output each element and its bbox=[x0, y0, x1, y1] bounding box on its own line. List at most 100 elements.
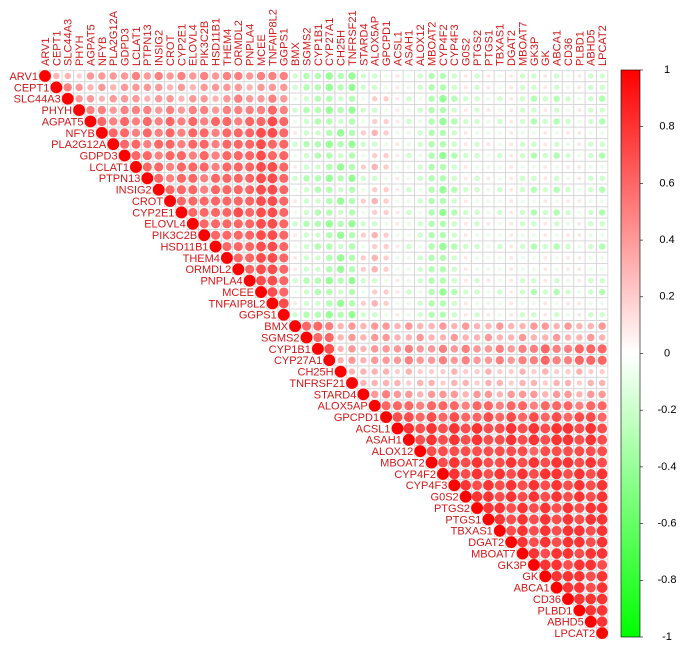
correlation-circle bbox=[532, 301, 536, 306]
correlation-circle bbox=[543, 312, 548, 317]
correlation-circle bbox=[256, 150, 266, 161]
correlation-circle bbox=[417, 278, 423, 284]
correlation-circle bbox=[372, 312, 378, 318]
correlation-circle bbox=[336, 299, 345, 308]
correlation-circle bbox=[485, 368, 492, 375]
correlation-circle bbox=[428, 129, 435, 137]
correlation-circle bbox=[132, 95, 140, 103]
correlation-circle bbox=[348, 276, 356, 285]
correlation-circle bbox=[438, 446, 448, 457]
correlation-circle bbox=[543, 256, 548, 260]
correlation-circle bbox=[463, 301, 468, 306]
correlation-circle bbox=[554, 233, 559, 238]
correlation-circle bbox=[245, 185, 255, 195]
correlation-circle bbox=[588, 267, 593, 272]
correlation-circle bbox=[494, 502, 506, 514]
correlation-circle bbox=[439, 175, 447, 182]
correlation-circle bbox=[519, 141, 526, 147]
correlation-circle bbox=[233, 207, 244, 218]
correlation-circle bbox=[497, 301, 502, 306]
correlation-circle bbox=[120, 139, 130, 149]
correlation-circle bbox=[519, 73, 526, 79]
correlation-circle bbox=[325, 276, 333, 285]
correlation-circle bbox=[577, 210, 582, 215]
correlation-circle bbox=[233, 139, 243, 149]
correlation-circle bbox=[267, 127, 278, 138]
correlation-circle bbox=[326, 95, 333, 102]
correlation-circle bbox=[293, 165, 298, 169]
correlation-circle bbox=[211, 128, 220, 138]
correlation-circle bbox=[520, 165, 525, 169]
correlation-circle bbox=[279, 196, 289, 206]
correlation-circle bbox=[566, 130, 570, 135]
correlation-circle bbox=[566, 267, 570, 272]
correlation-circle bbox=[391, 422, 404, 435]
correlation-circle bbox=[539, 514, 551, 525]
correlation-circle bbox=[463, 209, 469, 216]
correlation-circle bbox=[577, 108, 582, 112]
correlation-circle bbox=[517, 468, 528, 480]
correlation-circle bbox=[439, 106, 447, 114]
correlation-circle bbox=[383, 300, 389, 307]
correlation-circle bbox=[279, 128, 289, 138]
correlation-circle bbox=[303, 209, 310, 216]
correlation-circle bbox=[474, 118, 480, 125]
correlation-circle bbox=[177, 117, 186, 126]
correlation-circle bbox=[428, 163, 435, 171]
row-label: G0S2 bbox=[431, 492, 459, 504]
correlation-circle bbox=[497, 130, 502, 135]
correlation-circle bbox=[529, 356, 539, 365]
correlation-circle bbox=[279, 151, 289, 161]
correlation-circle bbox=[543, 108, 548, 112]
correlation-circle bbox=[517, 412, 528, 422]
correlation-circle bbox=[542, 209, 548, 216]
correlation-circle bbox=[200, 95, 208, 103]
correlation-circle bbox=[530, 379, 538, 387]
correlation-circle bbox=[597, 446, 608, 457]
correlation-circle bbox=[551, 468, 562, 480]
correlation-circle bbox=[486, 267, 491, 272]
correlation-circle bbox=[439, 254, 447, 262]
column-label: PNPLA4 bbox=[245, 24, 257, 66]
correlation-circle bbox=[574, 503, 585, 514]
correlation-circle bbox=[439, 72, 447, 80]
correlation-circle bbox=[348, 345, 356, 353]
correlation-circle bbox=[505, 434, 517, 446]
correlation-circle bbox=[528, 514, 539, 525]
correlation-circle bbox=[540, 344, 550, 354]
correlation-circle bbox=[165, 185, 175, 195]
row-label: GGPS1 bbox=[239, 310, 277, 322]
correlation-circle bbox=[518, 344, 527, 354]
correlation-circle bbox=[417, 312, 423, 318]
correlation-circle bbox=[531, 84, 537, 91]
correlation-circle bbox=[395, 142, 400, 147]
correlation-circle bbox=[439, 300, 447, 307]
correlation-circle bbox=[463, 289, 469, 295]
row-label: MCEE bbox=[222, 287, 254, 299]
correlation-circle bbox=[505, 457, 517, 468]
correlation-circle bbox=[540, 446, 551, 457]
correlation-circle bbox=[360, 107, 367, 113]
row-label: BMX bbox=[264, 321, 289, 333]
correlation-circle bbox=[293, 267, 298, 272]
correlation-circle bbox=[383, 255, 389, 261]
correlation-circle bbox=[188, 185, 198, 195]
correlation-circle bbox=[588, 289, 594, 295]
correlation-circle bbox=[266, 297, 279, 310]
correlation-circle bbox=[279, 162, 289, 172]
correlation-circle bbox=[486, 290, 491, 294]
correlation-circle bbox=[428, 220, 435, 228]
colorbar-tick-label: 0 bbox=[664, 347, 670, 359]
row-label: PTGS1 bbox=[445, 514, 481, 526]
correlation-circle bbox=[553, 243, 560, 250]
row-label: INSIG2 bbox=[116, 185, 152, 197]
correlation-circle bbox=[199, 117, 209, 126]
column-label: PIK3C2B bbox=[199, 21, 211, 66]
correlation-circle bbox=[439, 129, 447, 137]
correlation-circle bbox=[540, 457, 551, 468]
correlation-circle bbox=[486, 130, 491, 135]
correlation-circle bbox=[539, 525, 551, 537]
correlation-circle bbox=[550, 581, 563, 594]
correlation-circle bbox=[337, 357, 344, 364]
column-label: ASAH1 bbox=[404, 30, 416, 66]
